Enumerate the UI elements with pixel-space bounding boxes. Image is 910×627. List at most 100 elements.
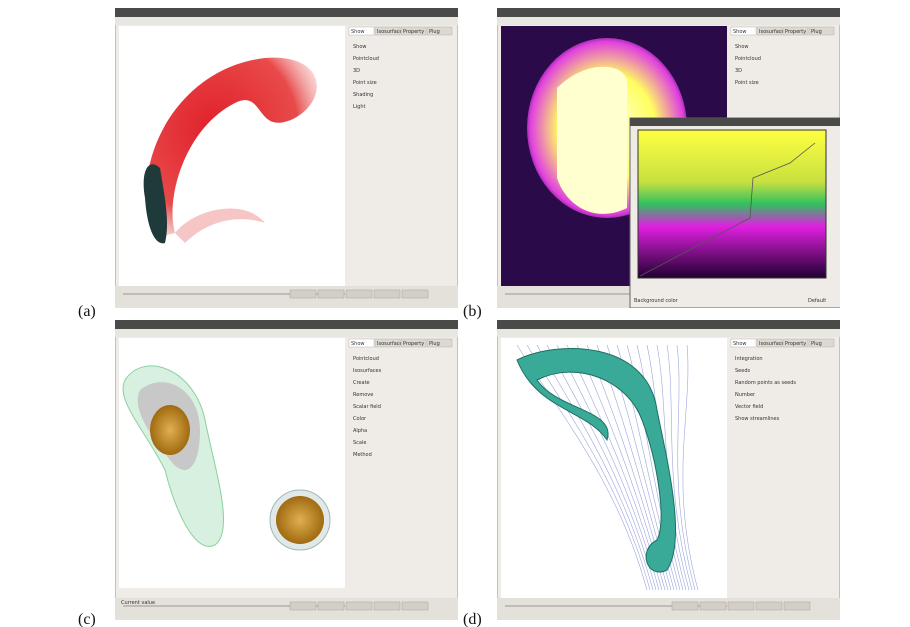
control-button[interactable]: [671, 601, 699, 611]
tab[interactable]: [808, 338, 835, 348]
stream-tube: [516, 348, 677, 573]
tab-label: Isosurface: [759, 341, 785, 347]
tab[interactable]: [348, 26, 375, 36]
control-button[interactable]: [373, 289, 401, 299]
streamline: [676, 344, 696, 591]
title-bar: [115, 8, 458, 17]
menu-bar: [497, 17, 840, 25]
panel-item: Light: [353, 104, 366, 110]
panel-item: Scale: [353, 440, 366, 446]
title-bar: [497, 8, 840, 17]
streamline: [682, 344, 699, 591]
control-button[interactable]: [345, 601, 373, 611]
tab-label: Plug: [811, 341, 822, 347]
panel-item: Vector field: [735, 404, 763, 410]
bottom-bar: [115, 286, 458, 308]
panel-label: (b): [463, 303, 482, 320]
tab-label: Plug: [429, 29, 440, 35]
tab-label: Isosurface: [377, 341, 403, 347]
panel-item: Method: [353, 452, 372, 458]
panel-item: Alpha: [353, 428, 367, 434]
control-button[interactable]: [755, 601, 783, 611]
tab-label: Property: [403, 341, 424, 347]
tab-label: Isosurface: [377, 29, 403, 35]
menu-bar: [115, 329, 458, 337]
streamline: [656, 344, 690, 591]
tab[interactable]: [782, 26, 809, 36]
control-button[interactable]: [317, 289, 345, 299]
footer-label: Current value: [121, 600, 155, 606]
panel-label: (c): [78, 611, 96, 627]
tab[interactable]: [374, 338, 401, 348]
panel-item: Seeds: [735, 368, 751, 374]
transfer-function: [637, 129, 827, 279]
tab-label: Show: [351, 29, 365, 35]
menu-bar: [115, 17, 458, 25]
tab[interactable]: [400, 26, 427, 36]
control-button[interactable]: [699, 601, 727, 611]
panel-item: Random points as seeds: [735, 380, 796, 386]
tab[interactable]: [730, 26, 757, 36]
control-button[interactable]: [401, 289, 429, 299]
panel-item: Point size: [735, 80, 759, 86]
tab-label: Isosurface: [759, 29, 785, 35]
tab-label: Show: [351, 341, 365, 347]
volume-core: [557, 66, 627, 214]
panel-item: Point size: [353, 80, 377, 86]
panel-item: Isosurfaces: [353, 368, 382, 374]
bottom-bar: [497, 598, 840, 620]
streamline: [666, 344, 693, 591]
nucleus: [150, 405, 190, 455]
tab[interactable]: [756, 26, 783, 36]
panel-item: Scalar field: [353, 404, 381, 410]
tab[interactable]: [374, 26, 401, 36]
panel-label: (d): [463, 611, 482, 627]
tab-label: Property: [785, 341, 806, 347]
dialog: Background color Default: [629, 117, 840, 308]
tab[interactable]: [348, 338, 375, 348]
panel-item: Create: [353, 380, 370, 386]
panel-item: Shading: [353, 92, 373, 98]
control-button[interactable]: [317, 601, 345, 611]
panel-item: Pointcloud: [353, 356, 379, 362]
menu-bar: [497, 329, 840, 337]
bottom-bar: [115, 598, 458, 620]
panel-item: Number: [735, 392, 756, 398]
dialog-label: Default: [808, 298, 826, 304]
tab[interactable]: [426, 26, 453, 36]
dialog-title: [630, 118, 840, 126]
point-cloud: [146, 57, 317, 239]
tab[interactable]: [730, 338, 757, 348]
tab-label: Plug: [811, 29, 822, 35]
control-button[interactable]: [783, 601, 811, 611]
tab[interactable]: [756, 338, 783, 348]
control-button[interactable]: [373, 601, 401, 611]
point-cloud-tail: [175, 208, 265, 243]
tab[interactable]: [782, 338, 809, 348]
tab-label: Property: [785, 29, 806, 35]
control-button[interactable]: [289, 601, 317, 611]
panel-item: Pointcloud: [353, 56, 379, 62]
panel-item: Remove: [353, 392, 373, 398]
title-bar: [497, 320, 840, 329]
control-button[interactable]: [345, 289, 373, 299]
panel-item: Color: [353, 416, 367, 422]
tab[interactable]: [426, 338, 453, 348]
control-button[interactable]: [727, 601, 755, 611]
tab-label: Show: [733, 29, 747, 35]
transfer-curve: [639, 142, 816, 277]
screenshot: Show Isosurface Property Plug Show Pointcloud…: [497, 8, 840, 308]
tab[interactable]: [400, 338, 427, 348]
control-button[interactable]: [289, 289, 317, 299]
tab[interactable]: [808, 26, 835, 36]
title-bar: [115, 320, 458, 329]
screenshot: Show Isosurface Property Plug Integration See…: [497, 320, 840, 620]
control-button[interactable]: [401, 601, 429, 611]
nucleus: [276, 496, 324, 544]
panel-item: 3D: [735, 68, 742, 74]
panel-item: Show: [735, 44, 749, 50]
tab-label: Property: [403, 29, 424, 35]
dialog-label: Background color: [634, 298, 679, 304]
panel-item: 3D: [353, 68, 360, 74]
